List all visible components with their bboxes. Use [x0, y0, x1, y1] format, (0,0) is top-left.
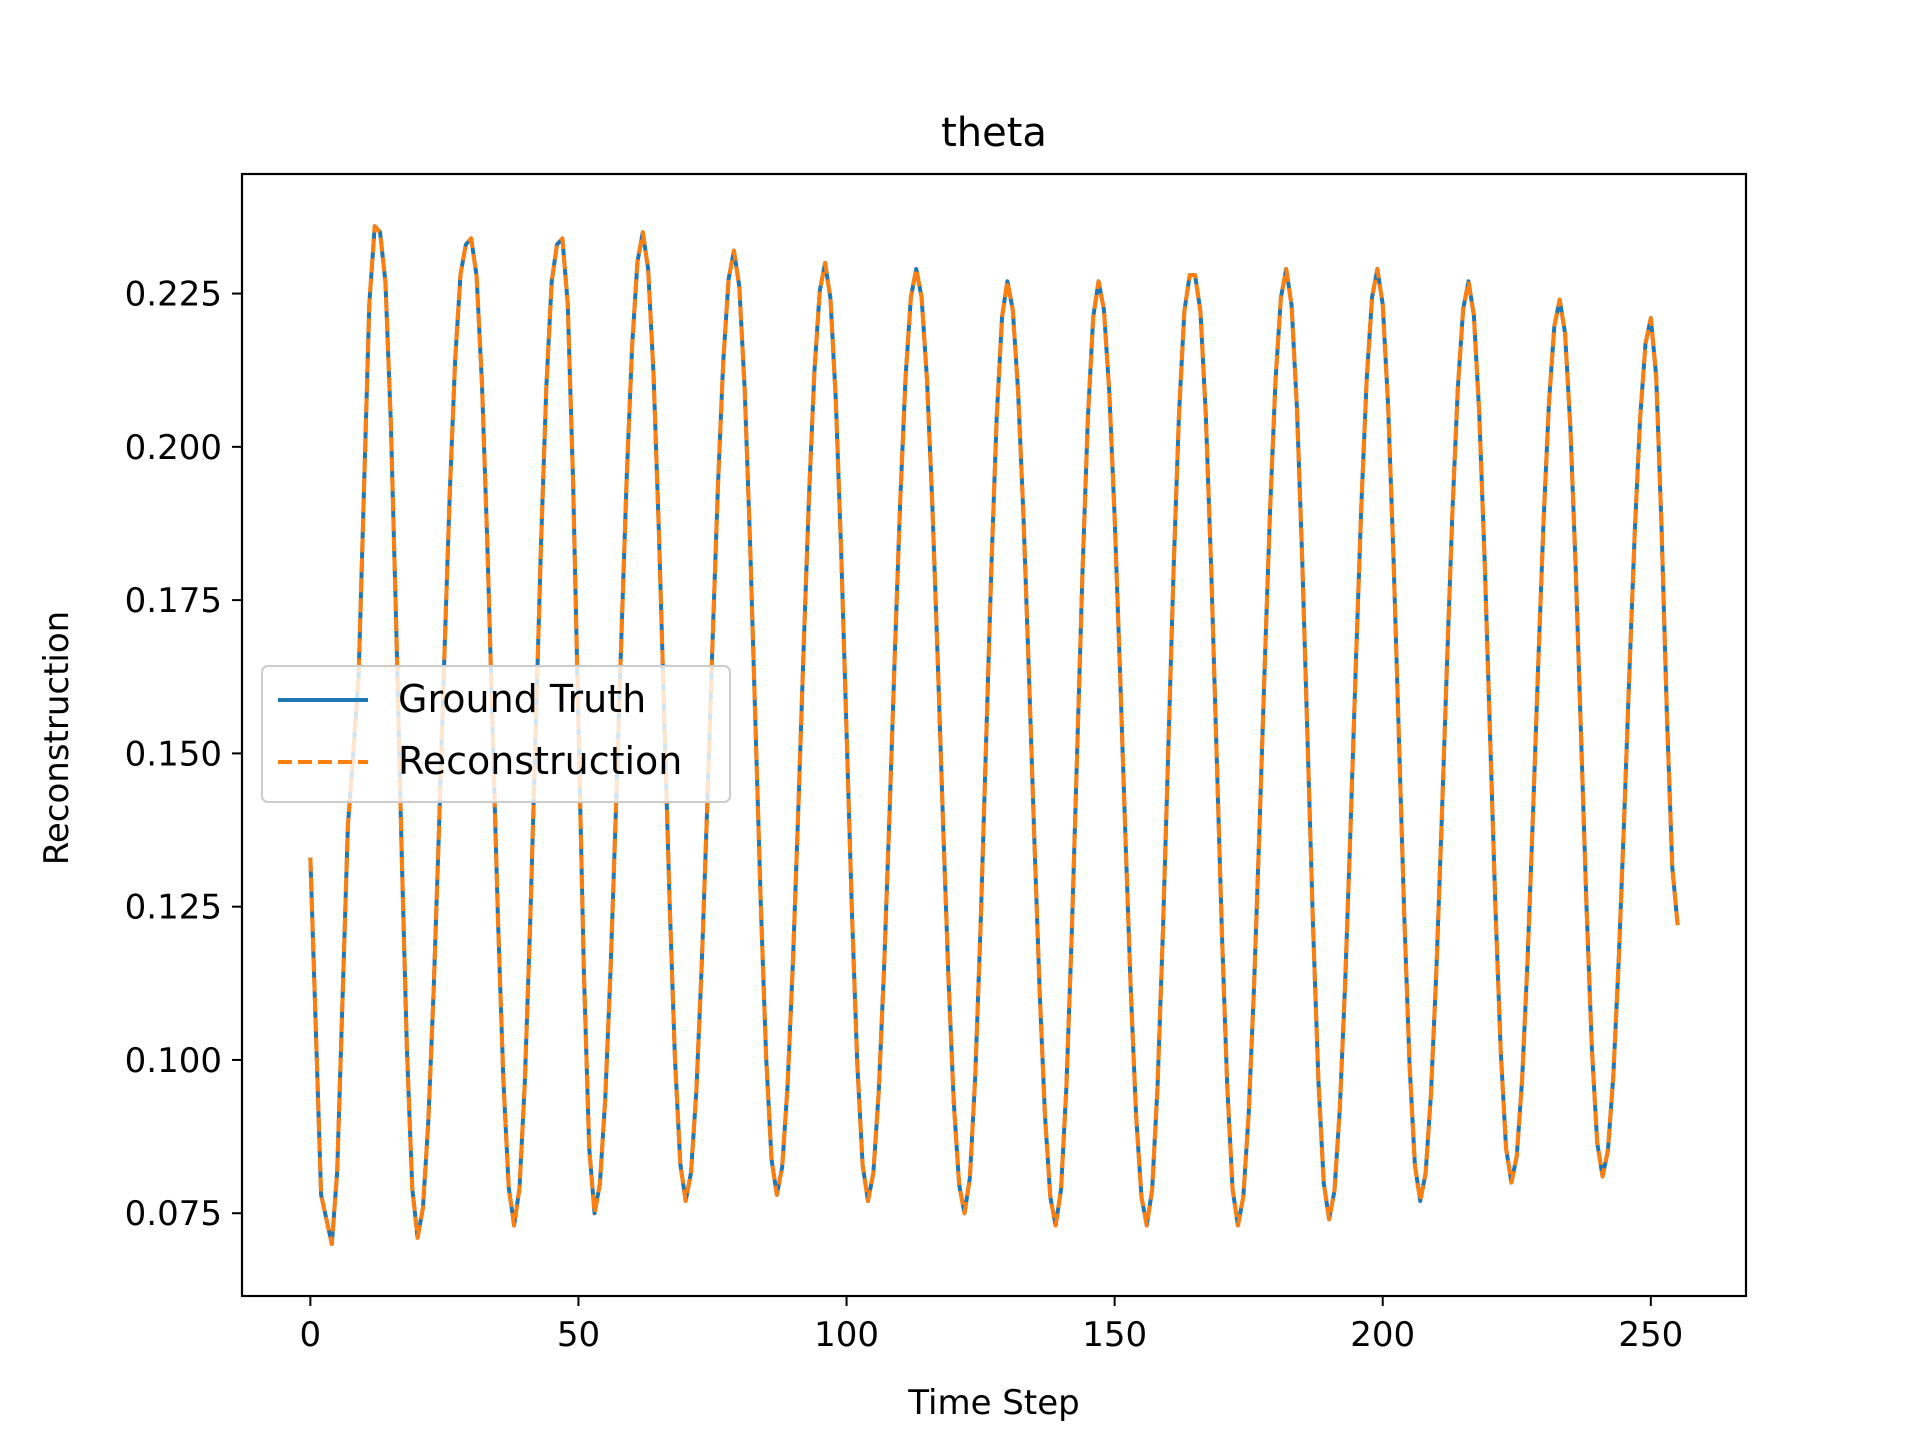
x-tick-label: 200: [1350, 1315, 1415, 1355]
chart-title: theta: [941, 110, 1047, 156]
y-tick-label: 0.225: [125, 275, 222, 315]
x-tick-label: 50: [557, 1315, 600, 1355]
legend: Ground Truth Reconstruction: [261, 665, 731, 803]
y-tick-label: 0.150: [125, 734, 222, 774]
y-tick-label: 0.175: [125, 581, 222, 621]
y-tick-label: 0.100: [125, 1041, 222, 1081]
y-axis-label: Reconstruction: [37, 611, 77, 865]
series-line-reconstruction: [308, 224, 1680, 1246]
y-tick-label: 0.125: [125, 888, 222, 928]
x-axis-label: Time Step: [907, 1383, 1079, 1423]
x-tick-label: 100: [814, 1315, 879, 1355]
x-tick-label: 150: [1082, 1315, 1147, 1355]
axis-ticks: 0 50 100 150 200 250 0.075 0.100 0.125 0.150 0.175…: [125, 275, 1684, 1355]
y-tick-label: 0.200: [125, 428, 222, 468]
legend-ground-truth-label: Ground Truth: [398, 677, 646, 721]
x-tick-label: 250: [1618, 1315, 1683, 1355]
legend-box: [261, 665, 731, 803]
x-tick-label: 0: [300, 1315, 322, 1355]
legend-reconstruction-label: Reconstruction: [398, 739, 682, 783]
plot-frame: [240, 172, 1748, 1298]
y-tick-label: 0.075: [125, 1194, 222, 1234]
plot-area: [308, 224, 1680, 1246]
